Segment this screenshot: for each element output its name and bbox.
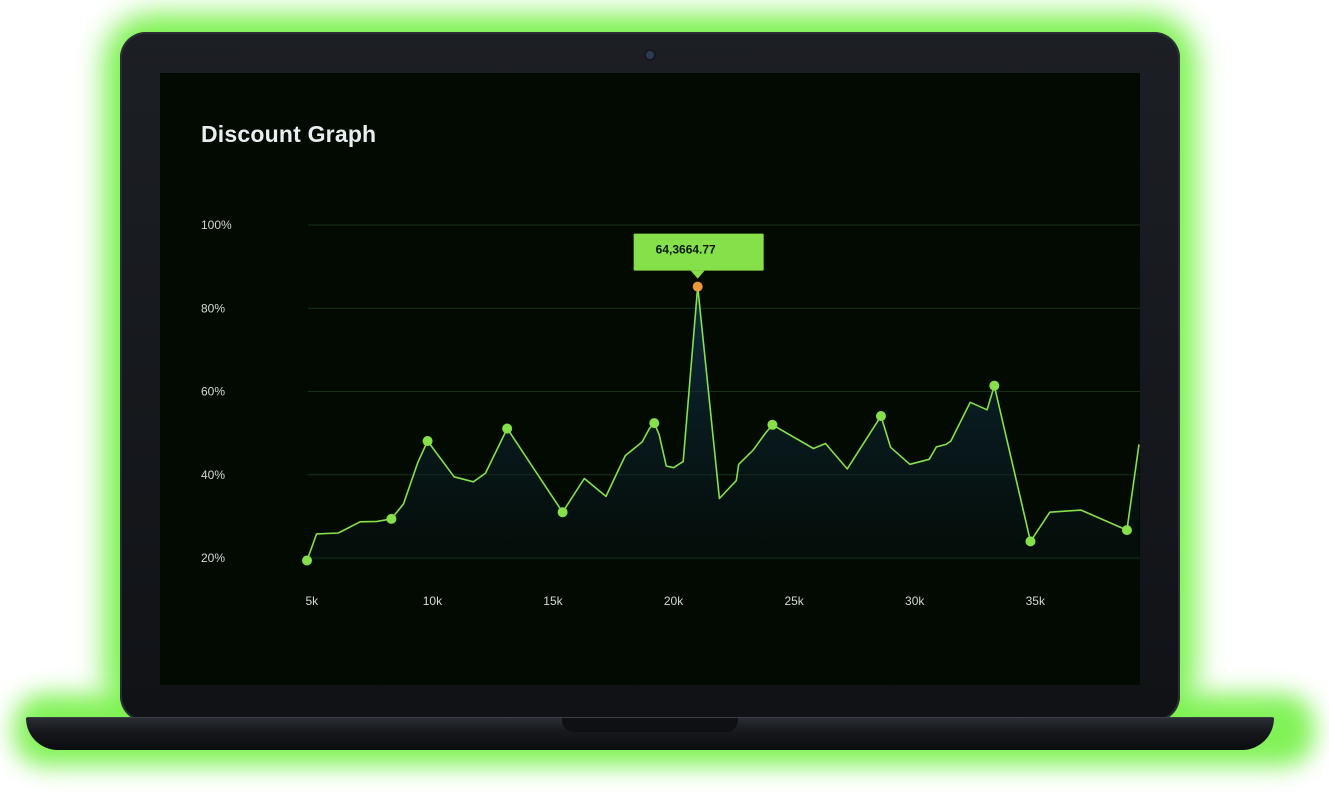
tooltip-value: 64,3664.77 <box>656 243 716 257</box>
series-layer <box>306 285 1140 561</box>
series-line <box>306 285 1140 561</box>
y-tick-label: 40% <box>201 468 225 482</box>
laptop-screen: Discount Graph 20% 40% 60% 80% 100% 5k 10k 15k… <box>160 73 1140 685</box>
data-point[interactable] <box>557 507 568 518</box>
y-tick-label: 60% <box>201 385 225 399</box>
x-axis-labels: 5k 10k 15k 20k 25k 30k 35k <box>305 594 1045 608</box>
x-tick-label: 25k <box>784 594 804 608</box>
data-point[interactable] <box>989 380 1000 391</box>
webcam-icon <box>646 51 654 59</box>
chart-title: Discount Graph <box>201 121 377 147</box>
discount-chart: 20% 40% 60% 80% 100% 5k 10k 15k 20k 25k 30k 35k 64… <box>201 218 1140 608</box>
x-tick-label: 10k <box>423 594 443 608</box>
data-point[interactable] <box>1025 536 1036 547</box>
tooltip-layer: 64,3664.77 <box>633 233 764 292</box>
tooltip-box <box>633 233 764 271</box>
markers-layer <box>302 380 1132 566</box>
data-point[interactable] <box>1121 525 1132 536</box>
data-point[interactable] <box>767 419 778 430</box>
x-tick-label: 5k <box>305 594 319 608</box>
x-tick-label: 15k <box>543 594 563 608</box>
laptop-notch <box>562 718 738 732</box>
y-tick-label: 20% <box>201 551 225 565</box>
tooltip-pointer <box>690 270 705 279</box>
x-tick-label: 35k <box>1026 594 1046 608</box>
x-tick-label: 20k <box>664 594 684 608</box>
data-point[interactable] <box>302 555 312 566</box>
data-point[interactable] <box>875 411 886 422</box>
y-tick-label: 100% <box>201 218 232 232</box>
y-axis-labels: 20% 40% 60% 80% 100% <box>201 218 232 565</box>
y-tick-label: 80% <box>201 301 225 315</box>
data-point[interactable] <box>422 436 433 447</box>
x-tick-label: 30k <box>905 594 925 608</box>
data-point[interactable] <box>502 423 513 434</box>
data-point[interactable] <box>649 418 660 429</box>
series-area <box>307 286 1139 561</box>
data-point[interactable] <box>386 513 397 524</box>
highlighted-point[interactable] <box>692 281 703 292</box>
